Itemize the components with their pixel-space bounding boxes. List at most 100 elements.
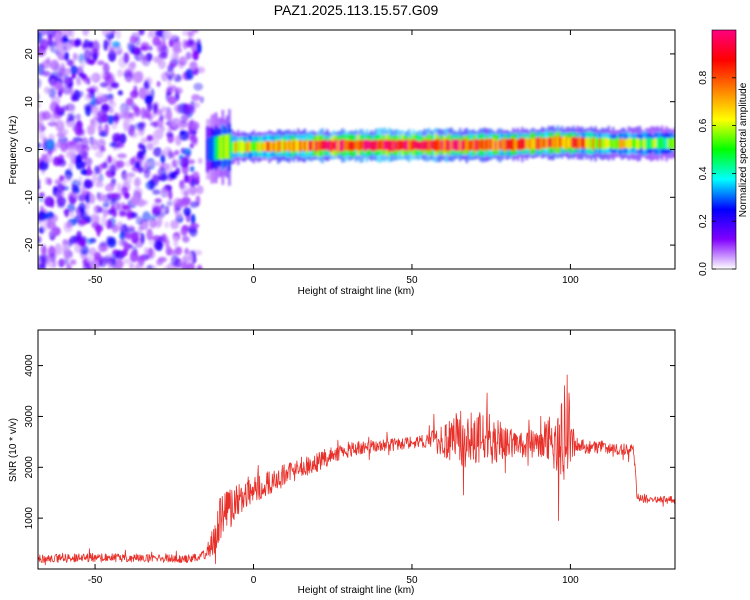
spectrogram-noise-cell: [109, 142, 116, 148]
spectrogram-band-cell: [538, 137, 542, 149]
spectrogram-noise-cell: [117, 153, 127, 159]
spectrogram-noise-cell: [118, 192, 123, 199]
spectrogram-band-cell: [614, 138, 617, 149]
spectrogram-noise-cell: [57, 50, 62, 61]
spectrogram-band-cell: [347, 141, 351, 151]
spectrogram-noise-cell: [127, 172, 136, 178]
spectrogram-noise-cell: [47, 177, 52, 186]
spectrogram-noise-cell: [164, 239, 170, 248]
spectrogram-noise-cell: [41, 110, 51, 121]
spectrogram-band-cell: [556, 137, 560, 148]
spectrogram-band-cell: [381, 139, 384, 151]
spectrogram-noise-cell: [62, 239, 69, 247]
spectrogram-band-cell: [525, 138, 529, 149]
spectrogram-noise-cell: [65, 67, 71, 77]
spectrogram-noise-cell: [146, 142, 154, 151]
spectrogram-noise-cell: [110, 197, 116, 206]
spectrogram-noise-cell: [93, 251, 102, 263]
spectrogram-noise-cell: [183, 174, 190, 183]
spectrogram-noise-cell: [64, 208, 70, 218]
spectrogram-noise-cell: [157, 256, 167, 263]
spectrogram-noise-cell: [101, 215, 107, 227]
spectrogram-noise-cell: [167, 95, 177, 105]
spectrogram-band-cell: [438, 140, 442, 151]
spectrogram-noise-cell: [142, 144, 147, 156]
spectrogram-band-cell: [319, 140, 322, 151]
spectrogram-noise-cell: [155, 161, 161, 167]
spectrogram-noise-cell: [94, 165, 100, 175]
spectrogram-noise-cell: [187, 30, 195, 38]
spectrogram-band-cell: [660, 137, 664, 149]
spectrogram-band-cell: [450, 140, 453, 151]
spectrogram-band-cell: [361, 140, 364, 150]
spectrogram-band-cell: [543, 137, 546, 148]
spectrogram-band-cell: [305, 141, 309, 152]
colorbar-tick-label: 0.8: [698, 70, 709, 84]
spectrogram-band-cell: [277, 140, 280, 153]
spectrogram-noise-cell: [164, 221, 169, 229]
spectrogram-noise-cell: [140, 107, 147, 120]
spectrogram-noise-cell: [190, 213, 196, 225]
spectrogram-noise-cell: [174, 104, 183, 113]
spectrogram-noise-cell: [188, 252, 193, 262]
spectrogram-band-cell: [636, 138, 639, 150]
spectrogram-band-cell: [308, 140, 311, 151]
spectrogram-noise-cell: [95, 150, 104, 158]
spectrogram-band-cell: [239, 140, 242, 153]
spectrogram-band-cell: [412, 139, 415, 150]
spectrogram-noise-cell: [108, 46, 116, 54]
spectrogram-band-cell: [354, 140, 358, 150]
spectrogram-band-cell: [572, 136, 575, 149]
spectrogram-band-cell: [425, 140, 429, 151]
spectrogram-noise-cell: [192, 50, 199, 61]
spectrogram-band-cell: [476, 139, 480, 151]
spectrogram-band-cell: [421, 140, 424, 151]
spectrogram-band-cell: [234, 141, 238, 153]
spectrogram-noise-cell: [103, 39, 108, 51]
spectrogram-noise-cell: [63, 221, 73, 233]
spectrogram-noise-cell: [99, 206, 104, 214]
spectrogram-noise-cell: [67, 238, 72, 248]
spectrogram-noise-cell: [45, 138, 55, 151]
spectrogram-noise-cell: [189, 105, 196, 114]
spectrogram-band-cell: [376, 140, 380, 151]
spectrogram-noise-cell: [126, 232, 131, 241]
spectrogram-noise-cell: [121, 186, 129, 196]
spectrogram-noise-cell: [85, 105, 92, 117]
spectrogram-noise-cell: [130, 132, 138, 139]
spectrogram-band-cell: [654, 138, 657, 148]
spectrogram-band-cell: [268, 141, 271, 152]
spectrogram-noise-cell: [44, 213, 50, 220]
spectrogram-noise-cell: [77, 239, 86, 247]
spectrogram-band-cell: [605, 138, 608, 149]
spectrogram-band-cell: [390, 140, 393, 152]
spectrogram-band-cell: [627, 138, 631, 149]
spectrogram-noise-cell: [78, 53, 85, 64]
spectrogram-noise-cell: [42, 70, 51, 77]
spectrogram-band-cell: [496, 139, 500, 151]
spectrogram-band-cell: [332, 141, 336, 150]
spectrogram-band-cell: [290, 140, 293, 152]
spectrogram-band-cell: [487, 138, 491, 151]
spectrogram-noise-cell: [129, 262, 134, 269]
spectrogram-y-tick-label: -10: [24, 190, 35, 205]
spectrogram-noise-cell: [67, 203, 76, 213]
spectrogram-noise-cell: [63, 78, 72, 84]
spectrogram-noise-cell: [123, 121, 128, 133]
spectrogram-band-cell: [625, 138, 628, 148]
spectrogram-band-cell: [620, 138, 624, 149]
spectrogram-noise-cell: [183, 147, 192, 157]
spectrogram-noise-cell: [158, 59, 167, 70]
spectrogram-noise-cell: [107, 155, 112, 164]
spectrogram-band-cell: [529, 138, 533, 149]
snr-x-tick-label: -50: [88, 575, 103, 586]
spectrogram-band-cell: [334, 139, 338, 151]
spectrogram-band-cell: [365, 139, 369, 151]
spectrogram-band-cell: [576, 137, 580, 149]
spectrogram-band-cell: [423, 139, 427, 151]
spectrogram-x-tick-label: 0: [251, 275, 257, 286]
spectrogram-band-cell: [643, 138, 646, 150]
spectrogram-band-cell: [208, 137, 211, 162]
spectrogram-noise-cell: [57, 159, 67, 167]
spectrogram-band-cell: [560, 137, 564, 148]
